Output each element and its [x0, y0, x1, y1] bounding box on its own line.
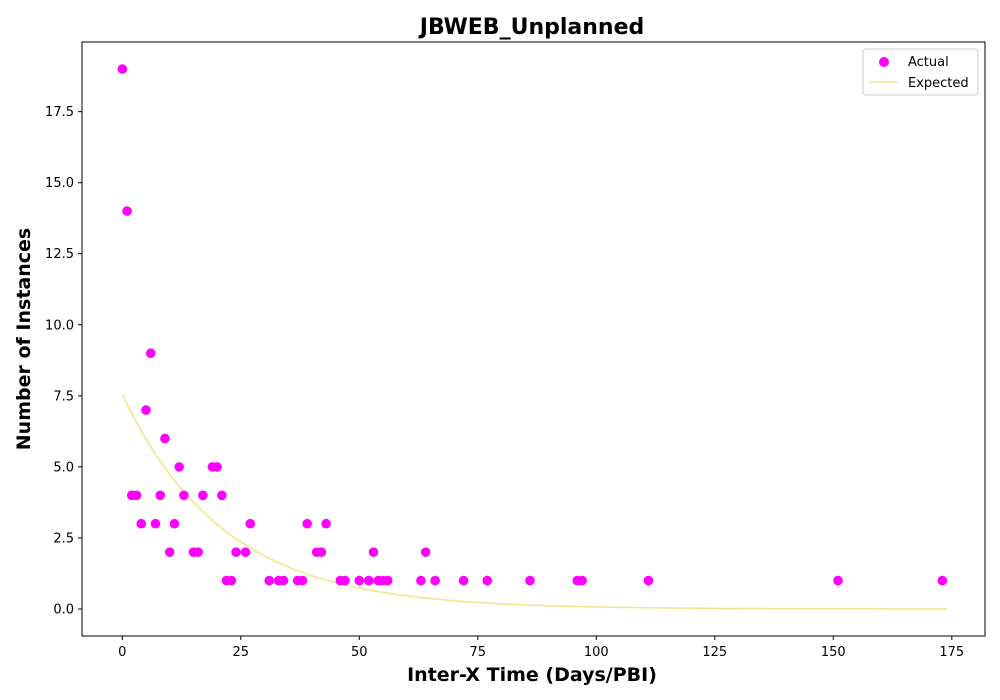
actual-point [141, 405, 151, 415]
actual-point [525, 575, 535, 586]
actual-point [155, 490, 166, 501]
actual-point [245, 518, 256, 529]
actual-point [643, 575, 654, 586]
y-tick-label: 10.0 [45, 318, 74, 333]
actual-point [193, 547, 203, 557]
x-tick-label: 50 [351, 645, 368, 660]
legend: Actual Expected [862, 48, 979, 96]
actual-point [122, 206, 132, 216]
actual-point [174, 462, 184, 472]
y-tick-label: 5.0 [53, 460, 74, 475]
expected-curve [121, 394, 948, 610]
x-tick-label: 175 [939, 645, 964, 660]
legend-actual-label: Actual [908, 55, 949, 70]
y-axis: 0.0 2.5 5.0 7.5 10.0 12.5 15.0 17.5 [45, 105, 82, 618]
expected-series [121, 394, 948, 610]
x-tick-label: 25 [233, 645, 250, 660]
actual-point [482, 575, 493, 586]
y-tick-label: 0.0 [53, 603, 74, 618]
actual-point [212, 462, 222, 472]
actual-point [226, 575, 237, 586]
actual-point [164, 547, 175, 557]
x-tick-label: 0 [118, 645, 126, 660]
actual-point [302, 518, 312, 529]
actual-point [354, 575, 365, 586]
y-tick-label: 2.5 [53, 531, 74, 546]
x-axis: 0 25 50 75 100 125 150 175 [118, 636, 964, 660]
y-tick-label: 7.5 [53, 389, 74, 404]
x-tick-label: 75 [470, 645, 487, 660]
plot-area [81, 41, 986, 637]
actual-point [430, 575, 440, 586]
actual-point [150, 518, 161, 529]
y-tick-label: 15.0 [45, 176, 74, 191]
actual-point [316, 547, 327, 557]
legend-actual-marker [879, 57, 889, 67]
actual-point [278, 575, 289, 586]
actual-point [117, 64, 128, 74]
actual-point [264, 575, 275, 586]
y-tick-label: 12.5 [45, 247, 74, 262]
actual-point [198, 490, 208, 501]
x-tick-label: 150 [821, 645, 846, 660]
actual-point [937, 575, 948, 586]
actual-point [160, 433, 170, 444]
actual-point [340, 575, 350, 586]
actual-point [577, 575, 587, 586]
chart-title: JBWEB_Unplanned [418, 15, 644, 40]
y-tick-label: 17.5 [45, 105, 74, 120]
actual-point [231, 547, 241, 557]
actual-point [368, 547, 379, 557]
x-axis-label: Inter-X Time (Days/PBI) [407, 664, 657, 686]
actual-point [131, 490, 142, 501]
actual-point [458, 575, 469, 586]
actual-point [833, 575, 843, 586]
x-tick-label: 100 [584, 645, 609, 660]
actual-series [117, 64, 948, 586]
y-axis-label: Number of Instances [13, 228, 35, 450]
actual-point [382, 575, 393, 586]
legend-expected-label: Expected [908, 76, 969, 91]
actual-point [297, 575, 308, 586]
actual-point [136, 518, 147, 529]
actual-point [169, 518, 180, 529]
actual-point [321, 518, 331, 529]
actual-point [240, 547, 251, 557]
actual-point [179, 490, 189, 501]
actual-point [420, 547, 431, 557]
actual-point [416, 575, 426, 586]
legend-box [862, 48, 979, 96]
actual-point [217, 490, 227, 501]
actual-point [363, 575, 374, 586]
x-tick-label: 125 [702, 645, 727, 660]
actual-point [145, 348, 156, 359]
